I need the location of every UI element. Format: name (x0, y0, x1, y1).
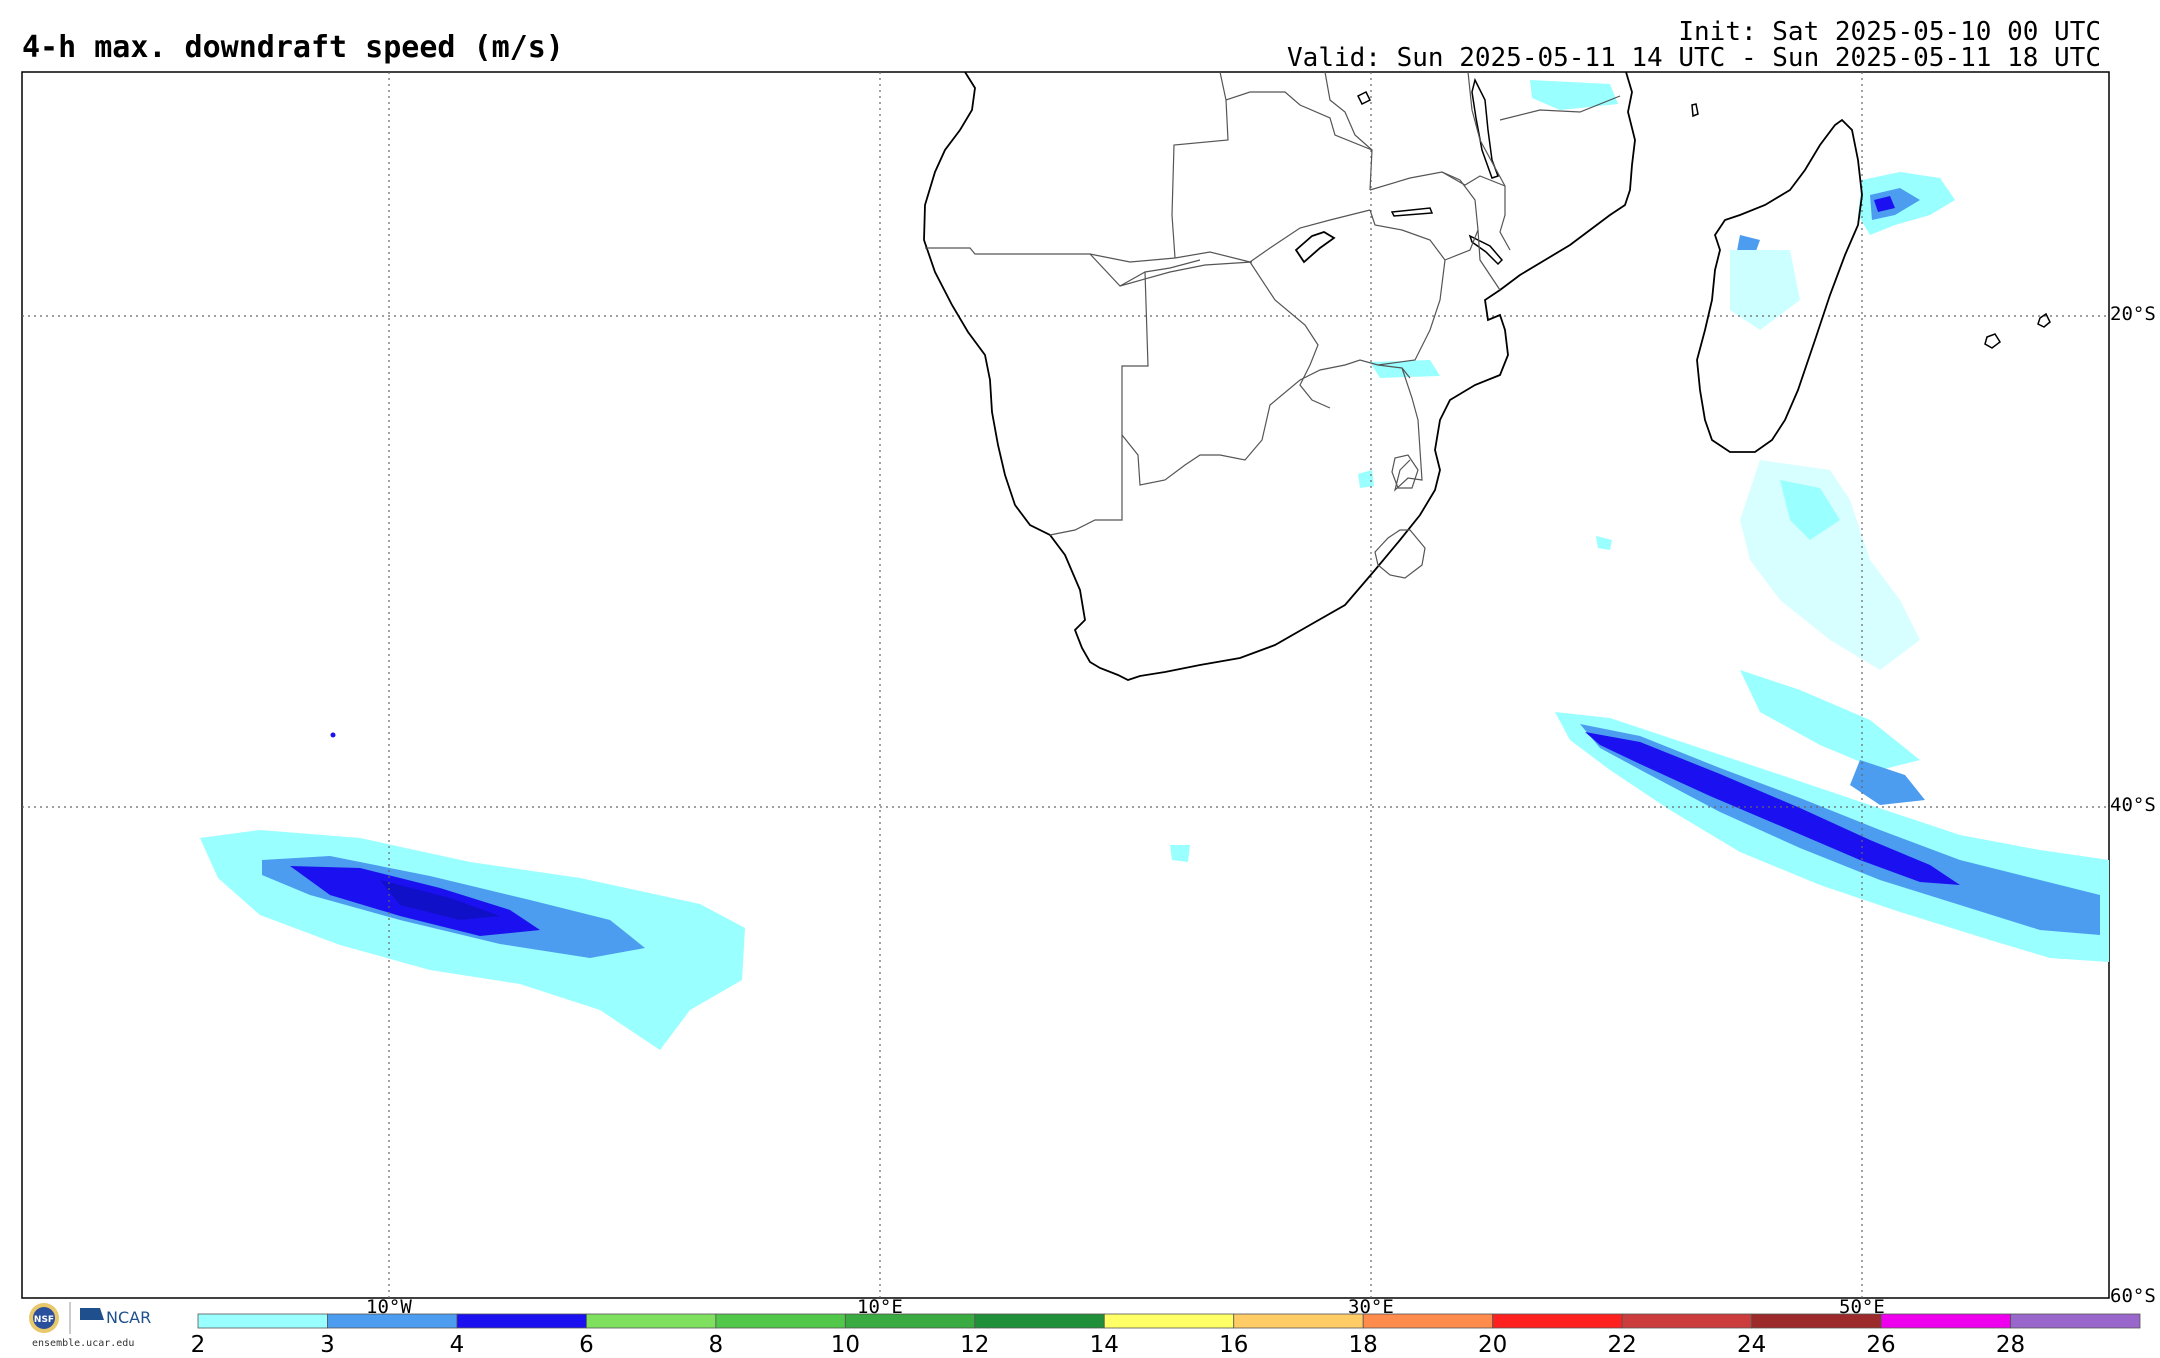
nsf-seal-icon: NSF (29, 1302, 104, 1334)
colorbar-tick-label: 16 (1219, 1332, 1249, 1358)
colorbar-tick-label: 20 (1478, 1332, 1508, 1358)
downdraft-field-madagascar (1730, 172, 1955, 330)
colorbar-tick-label: 8 (708, 1332, 724, 1358)
logo-url: ensemble.ucar.edu (32, 1338, 135, 1349)
reunion-coastline (1984, 333, 2002, 349)
valid-time: Valid: Sun 2025-05-11 14 UTC - Sun 2025-… (1287, 43, 2101, 73)
lake-island (1356, 90, 1372, 106)
colorbar-tick-label: 6 (579, 1332, 594, 1358)
downdraft-field-west (200, 830, 745, 1050)
downdraft-field-east (1555, 460, 2109, 962)
lake-kariba (1294, 231, 1336, 264)
colorbar-tick-label: 10 (830, 1332, 860, 1358)
isolated-cell (330, 732, 336, 738)
colorbar-tick-label: 12 (960, 1332, 990, 1358)
init-time: Init: Sat 2025-05-10 00 UTC (1678, 17, 2101, 47)
lon-label-50e: 50°E (1839, 1296, 1885, 1318)
lake-malawi (1471, 77, 1499, 179)
madagascar-coastline (1696, 118, 1863, 453)
colorbar-tick-label: 14 (1089, 1332, 1119, 1358)
lake-bangweulu (1390, 207, 1434, 217)
colorbar-tick-label: 28 (1995, 1332, 2026, 1358)
colorbar-tick-label: 3 (320, 1332, 335, 1358)
ncar-label: NCAR (106, 1308, 152, 1327)
lon-label-30e: 30°E (1348, 1296, 1394, 1318)
colorbar-tick-label: 26 (1866, 1332, 1896, 1358)
lake-cahora-bassa (1468, 234, 1504, 266)
logo-block: NSF NCAR ensemble.ucar.edu (24, 1298, 154, 1354)
downdraft-field-scattered (1170, 80, 1618, 862)
ncar-mark-icon (80, 1308, 104, 1320)
svg-text:NSF: NSF (34, 1315, 54, 1325)
lon-label-10e: 10°E (857, 1296, 903, 1318)
colorbar-tick-label: 24 (1736, 1332, 1767, 1358)
country-borders (925, 71, 1621, 579)
map-title: 4-h max. downdraft speed (m/s) (22, 30, 564, 65)
mauritius-coastline (2037, 312, 2051, 328)
lat-label-40s: 40°S (2110, 794, 2156, 816)
lat-label-60s: 60°S (2110, 1285, 2156, 1307)
colorbar-tick-label: 4 (449, 1332, 465, 1358)
colorbar-tick-label: 22 (1607, 1332, 1637, 1358)
map-frame (21, 71, 2110, 1299)
lat-label-20s: 20°S (2110, 303, 2156, 325)
graticule (22, 72, 2109, 1298)
lon-label-10w: 10°W (366, 1296, 412, 1318)
colorbar-tick-label: 18 (1348, 1332, 1378, 1358)
africa-coastline (923, 71, 1636, 681)
comoros-coastline (1691, 103, 1699, 118)
colorbar-tick-label: 2 (190, 1332, 206, 1358)
